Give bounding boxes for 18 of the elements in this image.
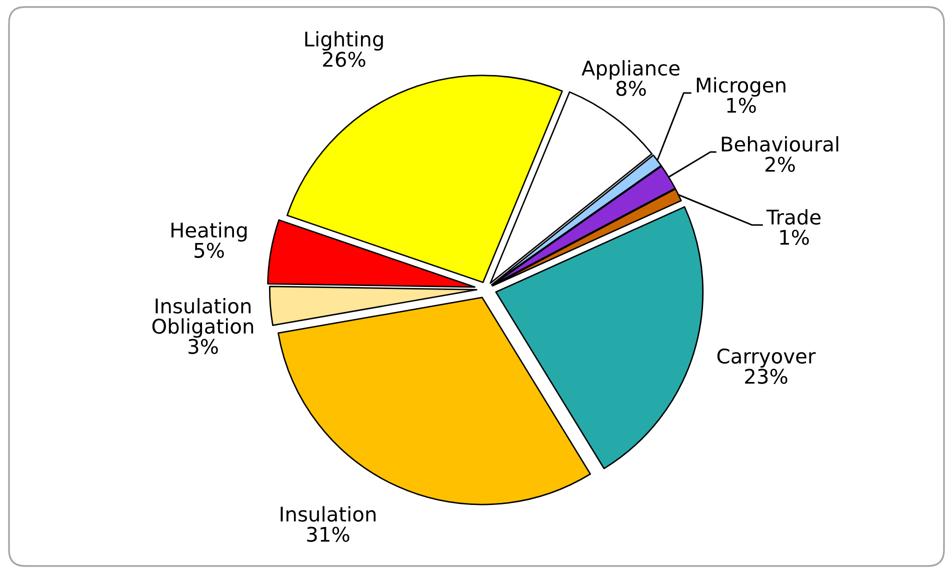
slice-label: Behavioural (722, 136, 838, 152)
slice-label: Lighting (305, 31, 383, 51)
data-label: 1% (727, 98, 756, 113)
slice-label: Carryover (717, 348, 816, 368)
slice-label: Heating (172, 222, 247, 242)
data-label: 8% (616, 80, 646, 96)
data-label: 23% (745, 368, 788, 384)
slice-label: Microgen (696, 77, 786, 97)
slice-label: Insulation Obligation (152, 298, 254, 338)
data-label: 31% (307, 526, 350, 542)
slice-label: Insulation (280, 506, 376, 522)
slice-label: Appliance (582, 60, 680, 80)
data-label: 3% (188, 338, 218, 354)
data-label: 5% (194, 242, 224, 258)
slice-label: Trade (766, 209, 820, 225)
data-label: 1% (780, 230, 809, 245)
data-label: 26% (323, 52, 366, 67)
data-label: 2% (766, 156, 795, 172)
